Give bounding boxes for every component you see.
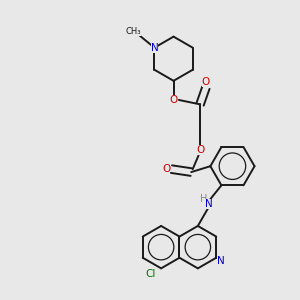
Text: H: H [200, 194, 207, 204]
Text: N: N [151, 43, 158, 53]
Text: O: O [162, 164, 170, 174]
Text: O: O [196, 145, 204, 155]
Text: Cl: Cl [146, 269, 156, 279]
Text: CH₃: CH₃ [125, 27, 141, 36]
Text: N: N [205, 200, 213, 209]
Text: N: N [217, 256, 224, 266]
Text: O: O [202, 77, 210, 87]
Text: O: O [169, 95, 178, 105]
